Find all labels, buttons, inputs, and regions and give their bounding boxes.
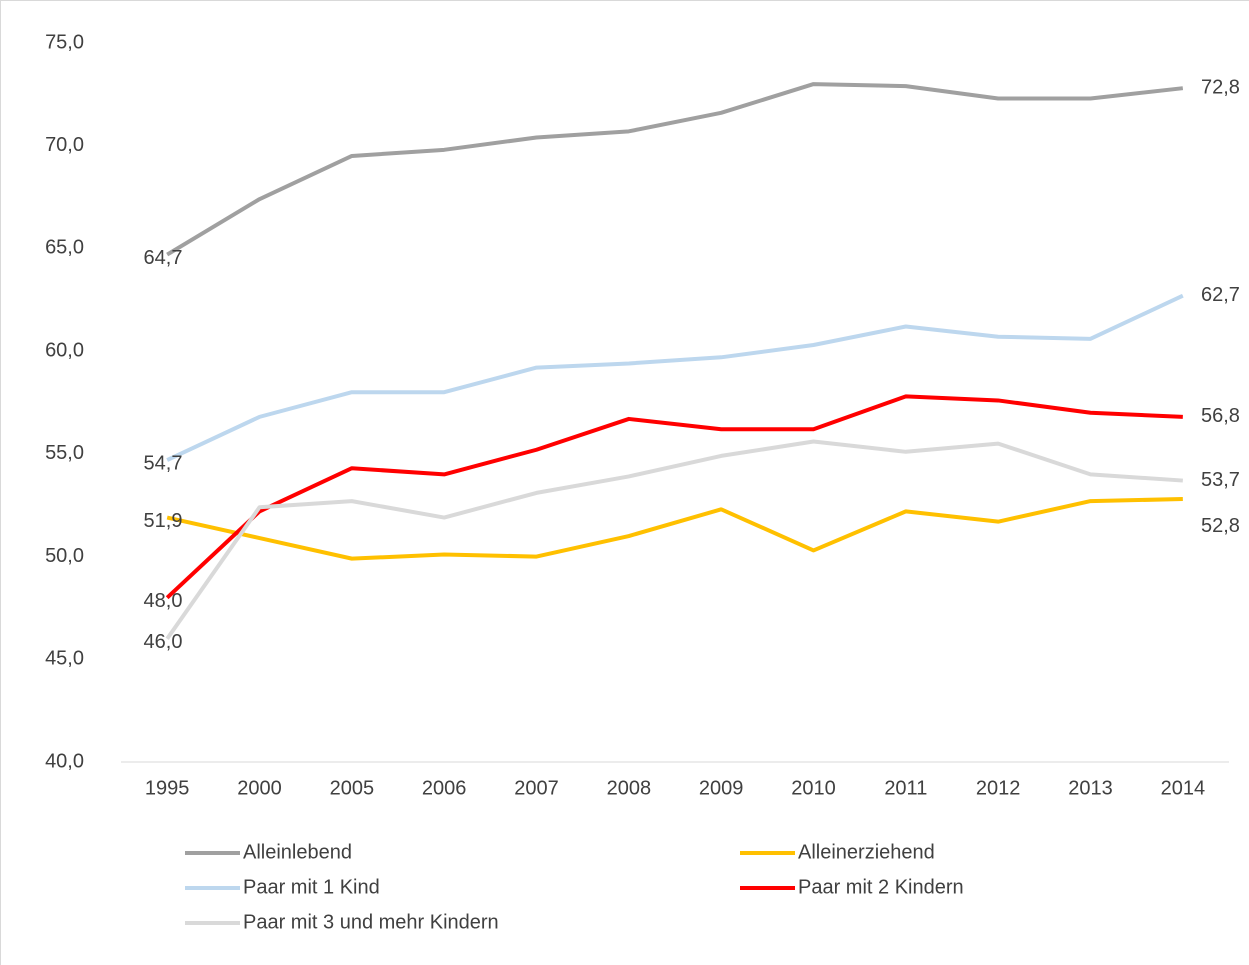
data-label: 56,8 — [1201, 405, 1240, 427]
x-tick-label: 1995 — [145, 777, 190, 799]
y-tick-label: 70,0 — [45, 134, 84, 156]
y-tick-label: 50,0 — [45, 545, 84, 567]
data-label: 64,7 — [144, 247, 183, 269]
legend-label: Paar mit 1 Kind — [243, 876, 380, 898]
series-line — [166, 293, 1184, 462]
series-line — [165, 439, 1183, 640]
data-label: 46,0 — [144, 631, 183, 653]
legend-label: Alleinerziehend — [798, 841, 935, 863]
data-label: 72,8 — [1201, 76, 1240, 98]
data-label: 54,7 — [144, 452, 183, 474]
legend-label: Paar mit 3 und mehr Kindern — [243, 911, 499, 933]
y-tick-label: 55,0 — [45, 442, 84, 464]
x-tick-label: 2006 — [422, 777, 467, 799]
y-tick-label: 60,0 — [45, 339, 84, 361]
x-tick-label: 2008 — [607, 777, 652, 799]
y-tick-label: 65,0 — [45, 237, 84, 259]
x-tick-label: 2011 — [884, 777, 927, 799]
data-label: 48,0 — [144, 590, 183, 612]
series-line — [165, 394, 1183, 600]
y-tick-label: 40,0 — [45, 750, 84, 772]
series-line — [166, 82, 1184, 257]
x-tick-label: 2009 — [699, 777, 744, 799]
series-line — [166, 497, 1183, 561]
data-label: 52,8 — [1201, 515, 1240, 537]
x-tick-label: 2005 — [330, 777, 375, 799]
legend-label: Paar mit 2 Kindern — [798, 876, 964, 898]
y-tick-label: 45,0 — [45, 648, 84, 670]
x-tick-label: 2010 — [791, 777, 836, 799]
x-tick-label: 2000 — [237, 777, 282, 799]
legend-label: Alleinlebend — [243, 841, 352, 863]
x-tick-label: 2014 — [1161, 777, 1206, 799]
data-label: 51,9 — [144, 510, 183, 532]
data-label: 53,7 — [1201, 469, 1240, 491]
x-tick-label: 2013 — [1068, 777, 1113, 799]
y-tick-label: 75,0 — [45, 31, 84, 53]
x-tick-label: 2012 — [976, 777, 1021, 799]
x-tick-label: 2007 — [514, 777, 559, 799]
data-label: 62,7 — [1201, 284, 1240, 306]
